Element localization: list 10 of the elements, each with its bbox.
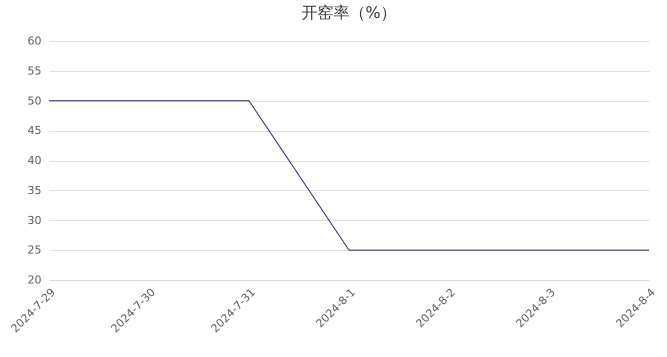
y-tick-label: 20	[28, 274, 42, 286]
y-tick-label: 55	[28, 64, 42, 78]
y-tick-label: 45	[28, 124, 42, 138]
y-tick-label: 50	[28, 94, 42, 108]
y-tick-label: 30	[28, 214, 42, 227]
y-tick-label: 40	[28, 154, 42, 167]
y-tick-label: 25	[28, 244, 42, 257]
y-tick-label: 35	[28, 184, 42, 197]
chart-title: 开窑率（%）	[301, 3, 397, 22]
y-tick-label: 60	[28, 34, 42, 48]
